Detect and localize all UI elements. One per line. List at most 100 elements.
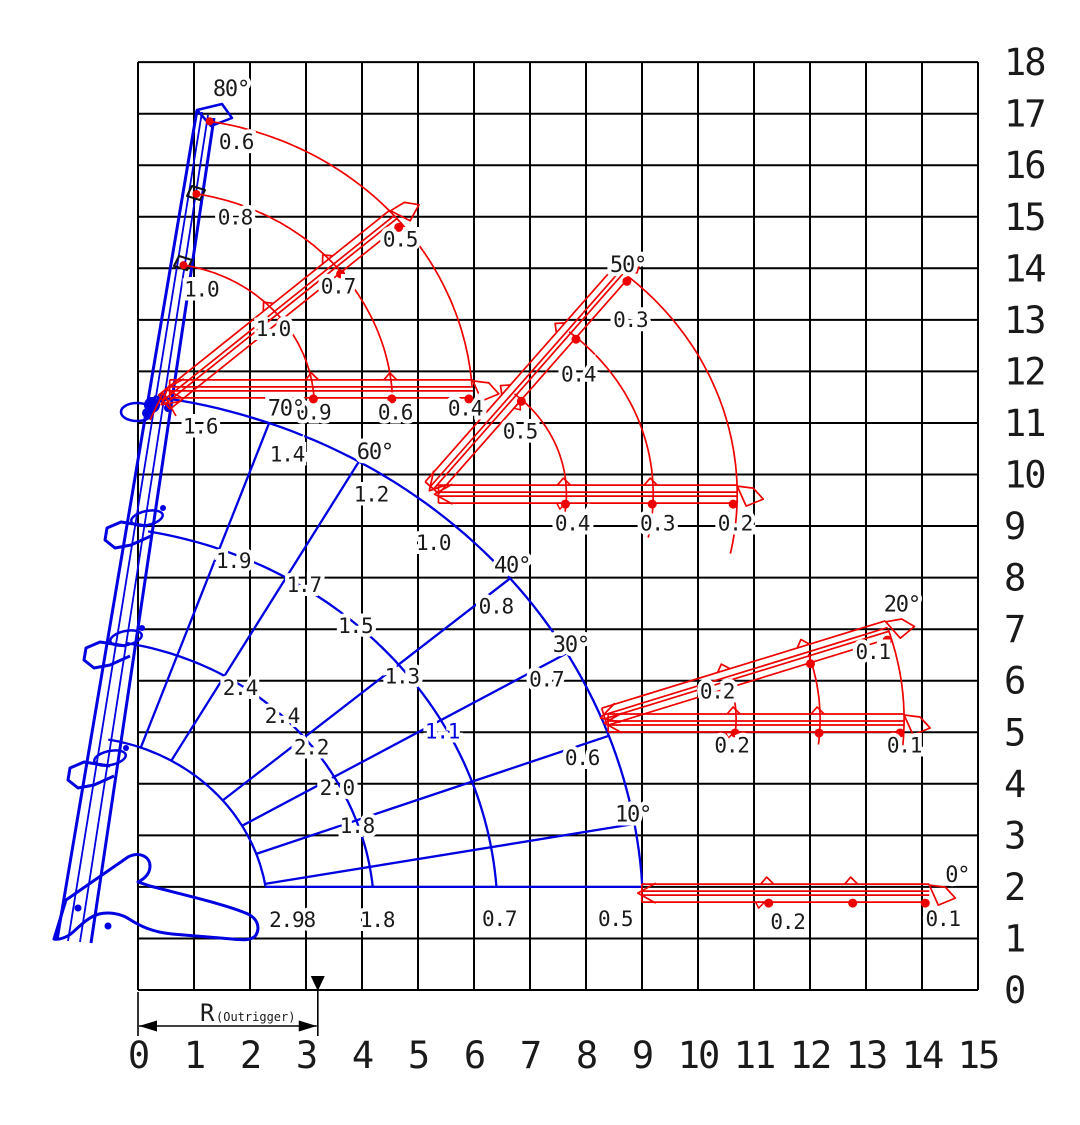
grid — [137, 61, 979, 991]
capacity-label: 0.2 — [700, 680, 734, 704]
boom-angle-radial — [139, 422, 271, 749]
jib-tip-head — [736, 485, 765, 507]
under-bracket — [724, 731, 736, 739]
stowage-hook — [82, 640, 131, 670]
y-tick-label: 1 — [1004, 917, 1024, 960]
jib-section-notch — [554, 322, 566, 333]
x-tick-label: 13 — [846, 1034, 887, 1077]
angle-label: 60° — [357, 440, 393, 465]
jib-chord — [438, 277, 630, 495]
jib-section-notch — [383, 372, 398, 381]
jib-sheave-dot — [571, 334, 581, 344]
capacity-label: 0.4 — [448, 397, 483, 421]
x-tick-label: 15 — [958, 1034, 999, 1077]
angle-labels: 80° 70° 60° 40° 30° 10° 50° 20° 0° — [209, 73, 975, 892]
capacity-label: 0.6 — [565, 746, 600, 770]
capacity-label: 0.5 — [383, 227, 417, 251]
capacity-label: 2.4 — [223, 676, 258, 700]
capacity-label: 0.2 — [770, 910, 804, 934]
jib-section-notch — [321, 253, 333, 265]
stowage-hook — [66, 760, 115, 790]
stowage-hook — [103, 520, 152, 550]
capacity-label: 1.6 — [183, 415, 218, 439]
outrigger-marker — [310, 976, 325, 991]
capacity-label: 2.98 — [269, 908, 315, 932]
jib-chord — [601, 619, 886, 710]
x-tick-label: 5 — [408, 1034, 428, 1077]
under-bracket — [556, 502, 567, 510]
capacity-label: 1.0 — [184, 277, 219, 301]
outrigger-dimension-sublabel: (Outrigger) — [216, 1010, 295, 1024]
main-boom-chord — [55, 109, 199, 941]
angle-label: 10° — [615, 803, 651, 828]
capacity-label: 0.1 — [887, 734, 922, 758]
jib-section-notch — [643, 477, 658, 486]
capacity-label: 2.4 — [265, 704, 300, 728]
crane-base — [52, 853, 260, 942]
capacity-label: 0.9 — [296, 401, 331, 425]
jib-section-notch — [726, 706, 741, 715]
jib-section-notch — [716, 663, 731, 673]
jib-butt-plate — [164, 378, 185, 400]
extension-arc — [147, 530, 498, 887]
capacity-label: 0.5 — [598, 907, 632, 931]
boom-sheave-dot — [139, 625, 145, 631]
jib-sheave-dot — [814, 728, 824, 738]
jib-at-0 — [636, 876, 957, 909]
capacity-label: 1.7 — [287, 573, 322, 597]
jib-chord — [158, 209, 391, 396]
jib-luff-arc — [568, 331, 655, 538]
capacity-label: 1.3 — [385, 665, 420, 689]
x-tick-label: 10 — [678, 1034, 719, 1077]
jib-tip-sheave — [728, 499, 738, 509]
x-axis-tick-labels: 0 1 2 3 4 5 6 7 8 9 10 11 12 13 14 15 — [128, 1034, 1000, 1077]
main-boom-chord — [89, 117, 216, 944]
capacity-label: 0.6 — [219, 130, 254, 154]
extension-arc — [108, 738, 267, 887]
jib-at-20 — [599, 618, 931, 755]
jib-tip-sheave — [622, 276, 632, 286]
jib-butt-cap — [424, 481, 440, 495]
x-tick-label: 4 — [352, 1034, 373, 1077]
capacity-label: 1.5 — [338, 614, 372, 638]
x-tick-label: 9 — [632, 1034, 652, 1077]
jib-tip-sheave — [882, 635, 892, 645]
capacity-label: 0.1 — [926, 907, 961, 931]
jib-sheave-dot — [387, 394, 397, 404]
jib-section-notch — [499, 384, 511, 395]
boom-angle-radial — [264, 822, 635, 886]
jib-sheave-dot — [848, 898, 858, 908]
y-tick-label: 7 — [1004, 608, 1024, 651]
jib-sheave-dot — [205, 117, 214, 126]
jib-section-notch — [796, 638, 811, 649]
x-tick-label: 11 — [734, 1034, 775, 1077]
y-tick-label: 4 — [1004, 763, 1025, 806]
dimension-arrowhead-right — [298, 1020, 317, 1032]
jib-tip-sheave — [920, 898, 930, 908]
jib-section-notch — [760, 876, 775, 885]
capacity-labels: 1.6 1.4 1.2 1.0 0.8 0.7 0.6 1.9 1.7 1.5 1.3 1.1 2.4 2… — [179, 126, 966, 938]
capacity-label: 2.2 — [294, 736, 328, 760]
capacity-label: 0.4 — [555, 511, 590, 535]
jib-sheave-dot — [805, 659, 815, 669]
jib-tip-head — [928, 884, 957, 906]
jib-tip-head — [472, 380, 500, 402]
jib-at-50 — [424, 254, 765, 554]
jib-sheave-dot — [276, 316, 286, 326]
y-tick-label: 10 — [1004, 454, 1045, 497]
jib-chord — [429, 269, 622, 488]
section-notch — [186, 185, 206, 201]
capacity-label: 1.1 — [425, 720, 460, 744]
x-tick-label: 2 — [240, 1034, 260, 1077]
capacity-label: 0.2 — [718, 511, 752, 535]
angle-label: 40° — [494, 554, 530, 579]
capacity-label: 0.2 — [714, 734, 748, 758]
jib-sheave-dot — [647, 499, 657, 509]
jib-tip-head — [615, 254, 644, 274]
boom-angle-radial — [255, 734, 610, 855]
jib-sheave-dot — [516, 396, 526, 406]
capacity-label: 1.0 — [416, 531, 451, 555]
